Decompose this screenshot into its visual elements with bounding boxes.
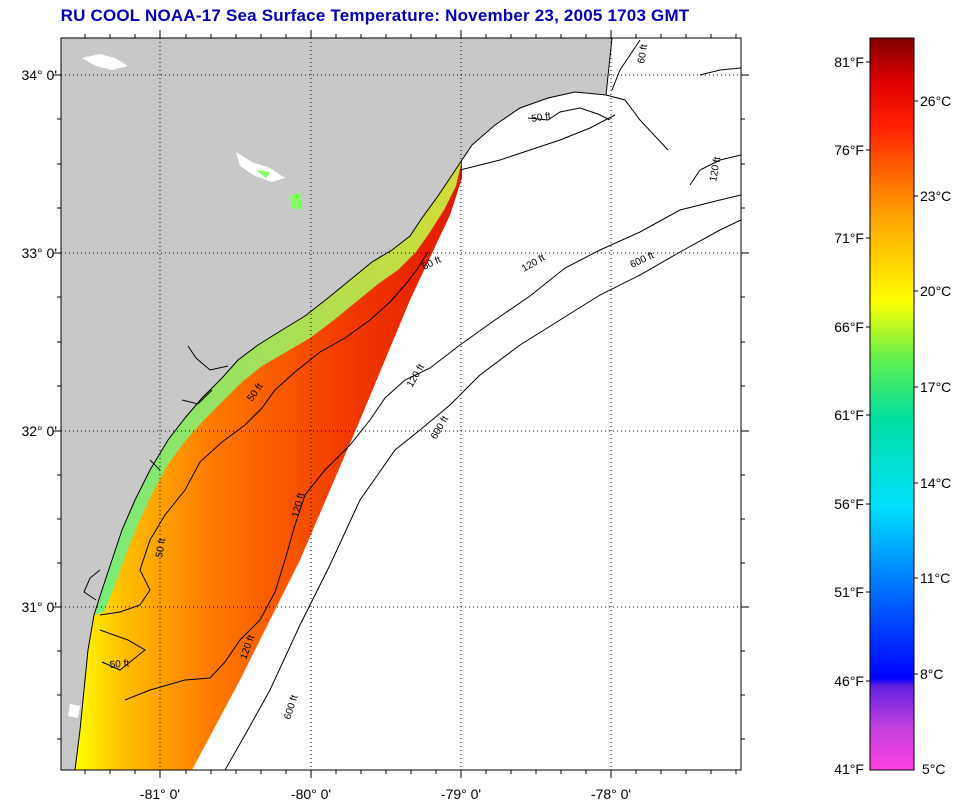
lon-label: -78° 0': [591, 786, 631, 801]
lake-area: [82, 54, 128, 70]
contour-label: 60 ft: [636, 43, 650, 64]
graticule: [61, 38, 741, 770]
sst-coastal-band: [94, 160, 462, 615]
lake-area: [290, 192, 302, 210]
lake-area: [68, 704, 80, 718]
lat-label: 34° 0': [21, 67, 57, 83]
depth-contour-120ft: [124, 67, 741, 701]
lat-label: 32° 0': [21, 423, 57, 439]
lat-label: 31° 0': [21, 599, 57, 615]
tick-marks: [53, 30, 749, 778]
lon-label: -80° 0': [291, 786, 331, 801]
depth-contour-50ft: [99, 107, 611, 671]
sst-swath: [75, 160, 462, 770]
lon-label: -79° 0': [441, 786, 481, 801]
depth-contour-600ft: [224, 219, 741, 770]
lat-label: 33° 0': [21, 245, 57, 261]
contour-label: 50 ft: [154, 537, 168, 558]
lon-label: -81° 0': [140, 786, 180, 801]
lake-area: [256, 170, 270, 178]
contour-label: 120 ft: [708, 156, 723, 183]
map-frame: [60, 37, 742, 771]
map-title: RU COOL NOAA-17 Sea Surface Temperature:…: [60, 6, 690, 25]
coastline: [83, 39, 669, 601]
contour-label: 50 ft: [109, 658, 130, 671]
land-area: [61, 38, 612, 770]
contour-label: 50 ft: [531, 111, 552, 125]
coastline: [74, 38, 613, 770]
lake-area: [236, 152, 285, 182]
